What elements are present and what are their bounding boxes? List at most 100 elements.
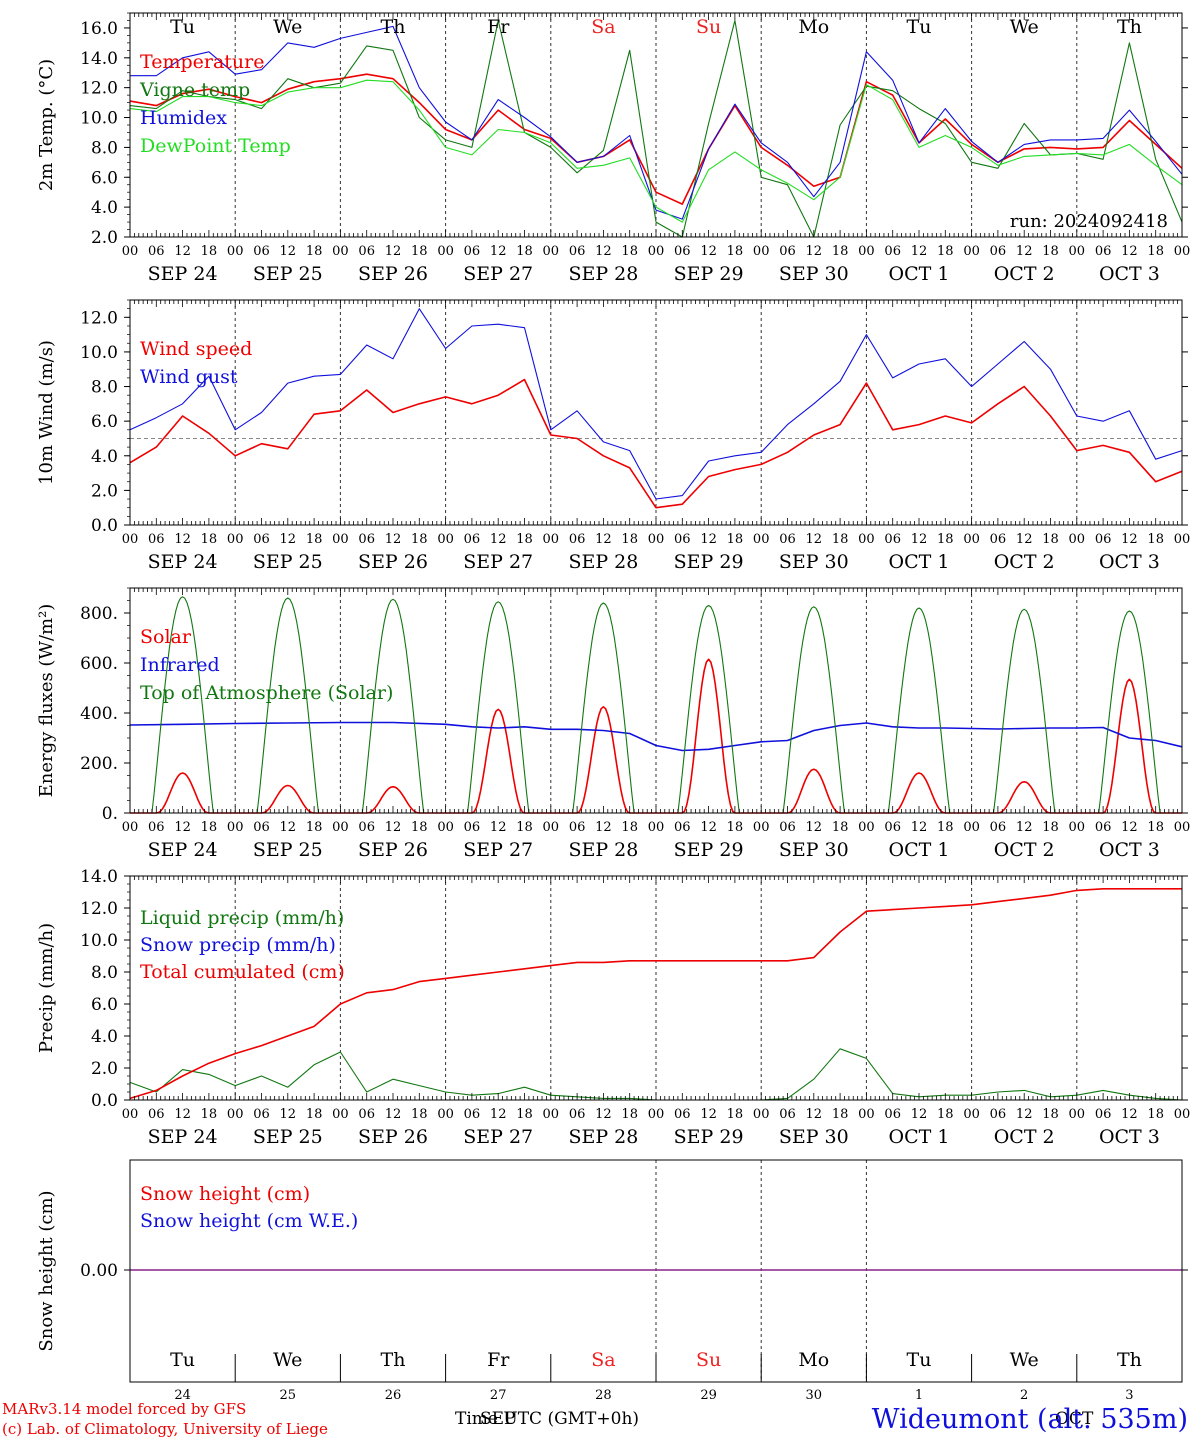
hour-label: 12: [806, 1107, 823, 1122]
y-tick-label: 12.0: [80, 79, 118, 99]
day-name-bottom: We: [273, 1349, 302, 1371]
series-line: [129, 378, 1183, 509]
day-number: 1: [915, 1388, 923, 1403]
date-label: SEP 24: [148, 1126, 218, 1148]
y-tick-label: 8.0: [91, 963, 118, 983]
hour-label: 00: [1069, 532, 1086, 547]
hour-label: 18: [621, 820, 638, 835]
day-name-top: Tu: [170, 16, 195, 38]
hour-label: 00: [543, 820, 560, 835]
y-tick-label: 0.0: [91, 1091, 118, 1111]
day-name-top: Mo: [798, 16, 829, 38]
hour-label: 06: [464, 532, 481, 547]
day-name-bottom: We: [1010, 1349, 1039, 1371]
hour-label: 06: [674, 1107, 691, 1122]
hour-label: 00: [122, 820, 139, 835]
hour-label: 12: [595, 244, 612, 259]
footer-bottom-month-right: OCT: [1055, 1409, 1094, 1429]
hour-label: 06: [148, 820, 165, 835]
series-line: [129, 19, 1183, 238]
date-label: SEP 28: [568, 839, 638, 861]
hour-label: 00: [332, 820, 349, 835]
series-line: [130, 25, 1183, 220]
date-label: SEP 30: [779, 551, 849, 573]
date-label: SEP 26: [358, 1126, 428, 1148]
hour-label: 18: [937, 532, 954, 547]
day-number: 28: [595, 1388, 612, 1403]
date-label: SEP 25: [253, 263, 323, 285]
hour-label: 18: [201, 820, 218, 835]
day-name-bottom: Tu: [907, 1349, 932, 1371]
legend-entry: DewPoint Temp: [140, 135, 291, 157]
date-label: OCT 3: [1099, 551, 1160, 573]
legend-entry: Vigne temp: [139, 79, 250, 101]
date-label: OCT 2: [994, 1126, 1055, 1148]
date-label: OCT 2: [994, 839, 1055, 861]
hour-label: 06: [253, 244, 270, 259]
hour-label: 18: [937, 244, 954, 259]
date-label: SEP 26: [358, 551, 428, 573]
hour-label: 12: [385, 244, 402, 259]
hour-label: 18: [306, 820, 323, 835]
y-tick-label: 12.0: [80, 308, 118, 328]
day-number: 26: [385, 1388, 402, 1403]
hour-label: 00: [437, 1107, 454, 1122]
day-number: 30: [806, 1388, 823, 1403]
legend-entry: Humidex: [140, 107, 227, 129]
legend-entry: Liquid precip (mm/h): [140, 907, 344, 929]
day-name-top: Sa: [591, 16, 615, 38]
hour-label: 12: [700, 1107, 717, 1122]
hour-label: 12: [1121, 1107, 1138, 1122]
hour-label: 00: [963, 532, 980, 547]
series-line: [129, 721, 1183, 752]
hour-label: 00: [543, 532, 560, 547]
hour-label: 18: [1147, 1107, 1164, 1122]
hour-label: 00: [963, 1107, 980, 1122]
day-number: 25: [280, 1388, 297, 1403]
hour-label: 00: [437, 820, 454, 835]
date-label: OCT 1: [889, 1126, 950, 1148]
hour-label: 00: [963, 244, 980, 259]
y-axis-label: Precip (mm/h): [36, 923, 57, 1053]
date-label: SEP 27: [463, 839, 533, 861]
hour-label: 18: [832, 1107, 849, 1122]
y-axis-label: 2m Temp. (°C): [36, 59, 57, 191]
day-name-bottom: Tu: [170, 1349, 195, 1371]
date-label: SEP 28: [568, 1126, 638, 1148]
day-name-bottom: Sa: [591, 1349, 615, 1371]
y-tick-label: 2.0: [91, 481, 118, 501]
hour-label: 00: [332, 244, 349, 259]
panel-frame: [129, 299, 1183, 526]
hour-label: 18: [727, 532, 744, 547]
hour-label: 12: [806, 244, 823, 259]
y-tick-label: 10.0: [80, 931, 118, 951]
hour-label: 12: [174, 244, 191, 259]
hour-label: 06: [253, 1107, 270, 1122]
day-name-bottom: Th: [381, 1349, 406, 1371]
y-tick-label: 0.: [102, 804, 118, 824]
series-layer: [129, 19, 1183, 1271]
text-layer: 2.04.06.08.010.012.014.016.02m Temp. (°C…: [36, 16, 1190, 1403]
date-label: SEP 26: [358, 839, 428, 861]
hour-label: 18: [1042, 244, 1059, 259]
grid-layer: [130, 13, 1182, 1382]
hour-label: 12: [490, 1107, 507, 1122]
hour-label: 12: [911, 244, 928, 259]
legend-entry: Temperature: [140, 51, 264, 73]
date-label: SEP 25: [253, 1126, 323, 1148]
day-name-top: Th: [1117, 16, 1142, 38]
day-name-top: Th: [381, 16, 406, 38]
hour-label: 00: [648, 820, 665, 835]
hour-label: 12: [700, 820, 717, 835]
hour-label: 06: [569, 820, 586, 835]
date-label: OCT 3: [1099, 839, 1160, 861]
hour-label: 12: [1016, 244, 1033, 259]
y-tick-label: 400.: [80, 704, 118, 724]
hour-label: 06: [674, 244, 691, 259]
date-label: OCT 2: [994, 263, 1055, 285]
hour-label: 12: [280, 532, 297, 547]
day-name-bottom: Mo: [798, 1349, 829, 1371]
hour-label: 18: [1042, 532, 1059, 547]
hour-label: 00: [648, 244, 665, 259]
